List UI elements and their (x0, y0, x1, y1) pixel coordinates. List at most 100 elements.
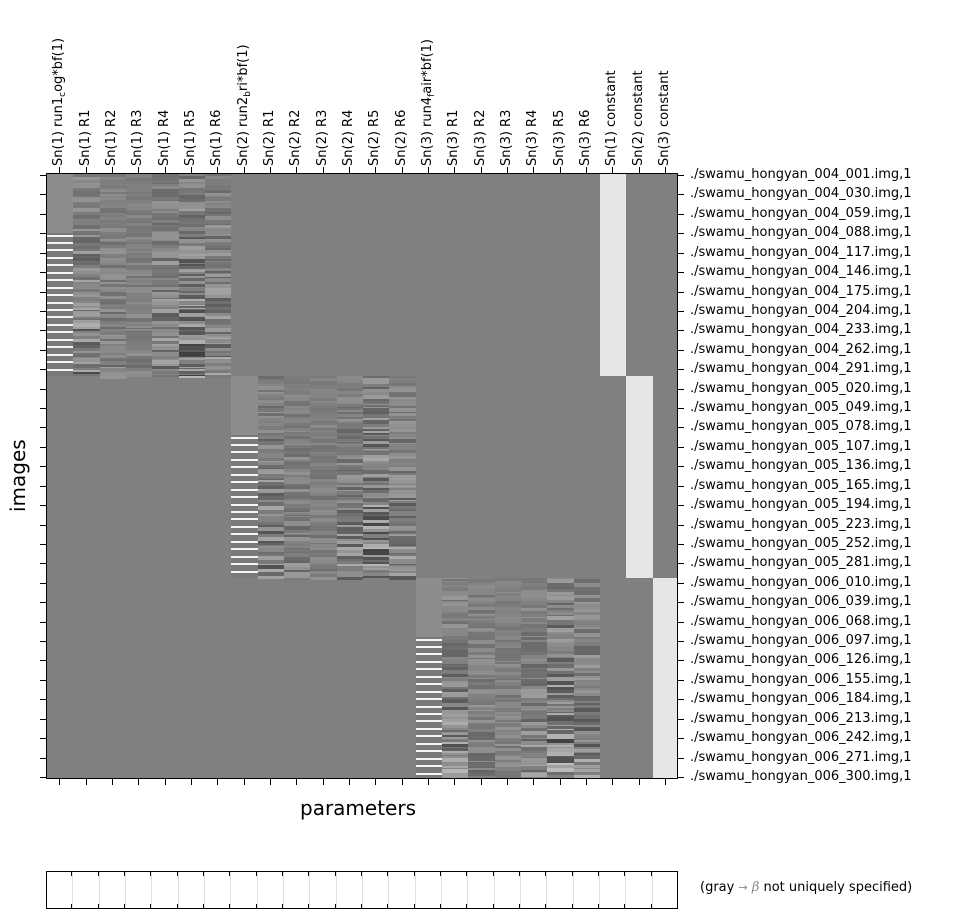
y-tick-label: ./swamu_hongyan_005_194.img,1 (690, 497, 912, 513)
y-tick (40, 563, 46, 565)
y-tick (40, 582, 46, 584)
y-tick-label: ./swamu_hongyan_005_281.img,1 (690, 555, 912, 571)
x-tick (638, 167, 640, 173)
y-tick (678, 699, 684, 701)
y-tick (678, 349, 684, 351)
x-tick-label: Sn(2) R2 (288, 109, 304, 166)
estimability-tick (440, 871, 441, 876)
estimability-tick (413, 904, 415, 909)
estimability-cell-divider (651, 872, 653, 908)
x-tick-label: Sn(1) run1cog*bf(1) (51, 37, 69, 166)
x-tick (164, 167, 166, 173)
estimability-tick (492, 871, 494, 876)
estimability-tick (440, 904, 441, 909)
y-tick-label: ./swamu_hongyan_005_049.img,1 (690, 400, 912, 416)
y-tick-label: ./swamu_hongyan_004_088.img,1 (690, 225, 912, 241)
x-tick (217, 167, 219, 173)
y-tick (678, 602, 684, 604)
y-tick (678, 330, 684, 332)
x-tick-label: Sn(1) constant (604, 70, 620, 166)
estimability-tick (598, 871, 599, 876)
estimability-cell-divider (335, 872, 337, 908)
y-tick (40, 543, 46, 545)
x-tick (85, 167, 87, 173)
estimability-cell-divider (283, 872, 284, 908)
x-tick (111, 779, 113, 785)
estimability-tick (71, 904, 73, 909)
estimability-tick (150, 871, 152, 876)
y-tick (678, 582, 684, 584)
x-tick (217, 779, 219, 785)
estimability-cell-divider (388, 872, 390, 908)
estimability-cell-divider (98, 872, 100, 908)
y-tick (40, 446, 46, 448)
motion-regressor-column (468, 578, 495, 778)
estimability-cell-divider (125, 872, 126, 908)
x-tick-label: Sn(2) run2bri*bf(1) (235, 44, 253, 166)
x-tick (454, 779, 456, 785)
estimability-tick (571, 904, 573, 909)
y-tick (678, 175, 684, 176)
motion-regressor-column (126, 174, 153, 378)
x-tick (533, 779, 535, 785)
estimability-cell-divider (151, 872, 153, 908)
x-tick (480, 779, 482, 785)
session-constant-column (600, 174, 627, 376)
x-tick-label: Sn(2) constant (630, 70, 646, 166)
motion-regressor-column (310, 376, 337, 581)
y-tick (678, 679, 684, 681)
estimability-cell-divider (625, 872, 627, 908)
x-tick (506, 779, 508, 785)
y-tick-label: ./swamu_hongyan_006_068.img,1 (690, 613, 912, 629)
x-tick (375, 779, 377, 785)
estimability-tick (282, 904, 283, 909)
x-tick (190, 779, 192, 785)
y-tick-label: ./swamu_hongyan_005_020.img,1 (690, 380, 912, 396)
estimability-tick (150, 904, 152, 909)
x-tick (85, 779, 87, 785)
estimability-cell-divider (72, 872, 74, 908)
estimability-cell-divider (599, 872, 600, 908)
x-tick (243, 167, 245, 173)
estimability-tick (308, 871, 310, 876)
estimability-tick (387, 871, 389, 876)
estimability-tick (255, 904, 257, 909)
x-tick (322, 167, 324, 173)
x-tick (296, 167, 298, 173)
y-tick (40, 408, 46, 410)
x-tick-label: Sn(2) R6 (393, 109, 409, 166)
x-tick (664, 167, 666, 173)
x-tick (506, 167, 508, 173)
motion-regressor-column (363, 376, 390, 580)
y-tick (40, 738, 46, 740)
y-tick (40, 252, 46, 254)
y-tick (678, 505, 684, 507)
y-tick (40, 272, 46, 274)
y-tick-label: ./swamu_hongyan_005_165.img,1 (690, 477, 912, 493)
y-tick-label: ./swamu_hongyan_005_136.img,1 (690, 458, 912, 474)
y-tick (40, 641, 46, 643)
estimability-cell-divider (546, 872, 548, 908)
estimability-tick (124, 871, 125, 876)
estimability-tick (203, 904, 204, 909)
x-tick-label: Sn(3) R6 (577, 109, 593, 166)
y-tick (678, 310, 684, 312)
y-tick (40, 291, 46, 293)
motion-regressor-column (573, 578, 600, 778)
y-tick-label: ./swamu_hongyan_006_097.img,1 (690, 633, 912, 649)
y-tick (40, 679, 46, 681)
motion-regressor-column (521, 578, 548, 778)
estimability-tick (334, 871, 336, 876)
x-tick-label: Sn(2) R5 (367, 109, 383, 166)
y-tick (678, 427, 684, 429)
estimability-tick (466, 904, 468, 909)
x-tick-label: Sn(3) R3 (498, 109, 514, 166)
x-tick (612, 167, 614, 173)
x-tick-label: Sn(1) R3 (130, 109, 146, 166)
y-tick-label: ./swamu_hongyan_005_252.img,1 (690, 535, 912, 551)
y-tick (40, 369, 46, 371)
y-tick (40, 175, 46, 176)
y-tick (678, 388, 684, 390)
estimability-cell-divider (309, 872, 311, 908)
y-tick (40, 233, 46, 235)
